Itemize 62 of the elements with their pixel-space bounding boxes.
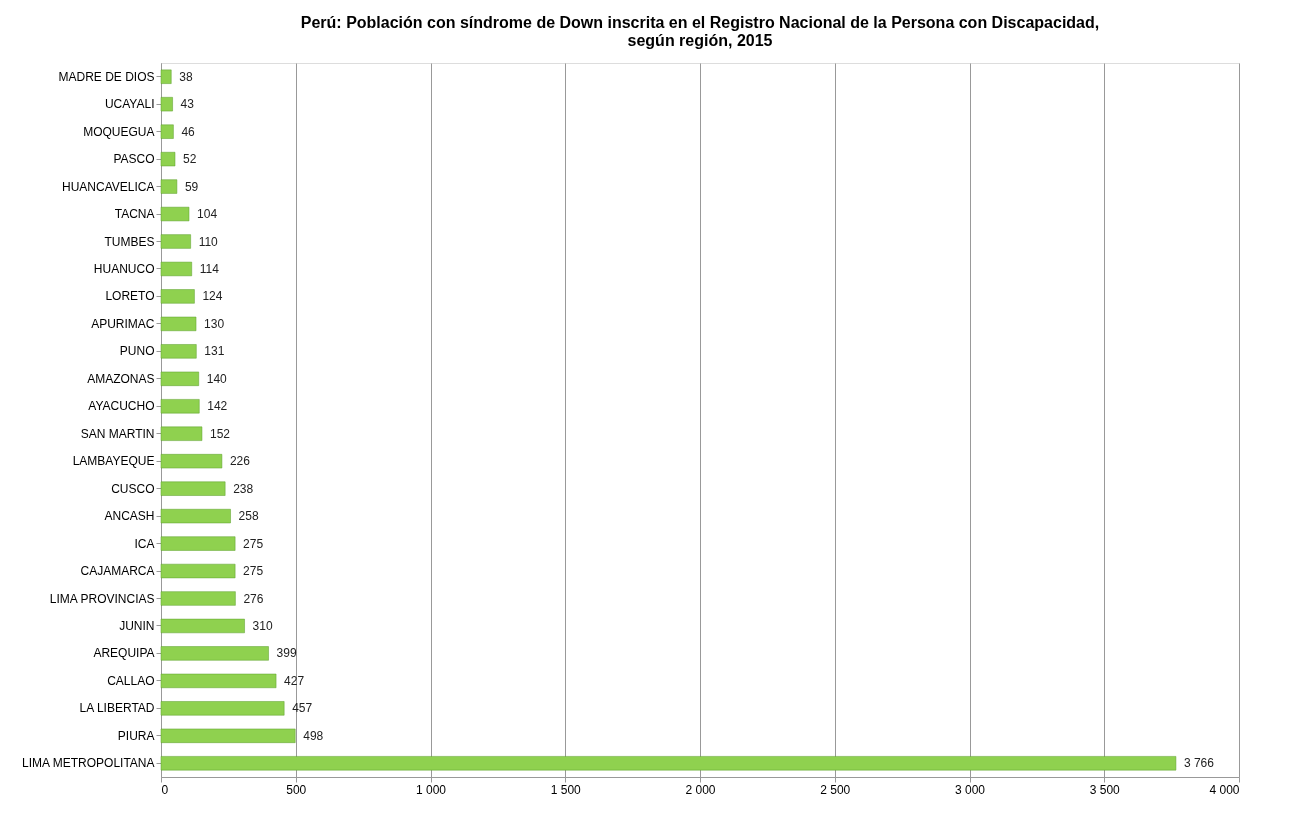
y-tick-label: APURIMAC [91, 316, 155, 331]
data-label: 124 [202, 289, 223, 304]
y-tick-label: AYACUCHO [88, 399, 155, 414]
data-label: 427 [284, 673, 305, 688]
data-label: 114 [199, 261, 220, 276]
data-label: 152 [209, 426, 231, 441]
data-label: 110 [198, 234, 219, 249]
x-tick-label: 3 000 [954, 782, 986, 797]
x-tick-label: 1 000 [415, 782, 447, 797]
data-label: 275 [243, 564, 264, 579]
y-tick-label: HUANUCO [93, 261, 155, 276]
y-tick-label: SAN MARTIN [80, 426, 155, 441]
data-label: 46 [181, 124, 196, 139]
x-tick-label: 2 500 [820, 782, 851, 797]
data-label: 130 [204, 316, 225, 331]
y-tick-label: PUNO [119, 344, 155, 359]
y-tick-label: LAMBAYEQUE [72, 454, 155, 469]
x-tick-label: 2 000 [685, 782, 716, 797]
data-label: 238 [233, 481, 254, 496]
data-label: 140 [206, 371, 228, 386]
y-tick-label: CUSCO [111, 481, 155, 496]
data-label: 276 [243, 591, 264, 606]
y-tick-label: CAJAMARCA [80, 564, 155, 579]
data-label: 310 [252, 618, 273, 633]
x-tick-label: 3 500 [1089, 782, 1121, 797]
y-tick-label: PIURA [117, 728, 155, 743]
y-tick-label: AMAZONAS [87, 371, 155, 386]
y-tick-label: LA LIBERTAD [79, 701, 155, 716]
y-tick-label: ANCASH [104, 509, 155, 524]
data-label: 226 [229, 454, 251, 469]
data-label: 43 [180, 97, 195, 112]
y-tick-label: AREQUIPA [93, 646, 155, 661]
data-label: 59 [184, 179, 199, 194]
y-tick-label: ICA [134, 536, 155, 551]
data-label: 104 [197, 207, 218, 222]
data-label: 38 [179, 69, 193, 84]
x-tick-label: 1 500 [550, 782, 582, 797]
data-label: 52 [183, 152, 197, 167]
data-label: 3 766 [1183, 756, 1215, 771]
y-tick-label: TACNA [114, 207, 155, 222]
data-label: 399 [276, 646, 297, 661]
y-tick-label: MADRE DE DIOS [58, 69, 155, 84]
x-tick-label: 500 [286, 782, 307, 797]
y-tick-label: LIMA PROVINCIAS [49, 591, 155, 606]
y-tick-label: JUNIN [119, 618, 155, 633]
y-tick-label: HUANCAVELICA [62, 179, 155, 194]
y-tick-label: UCAYALI [104, 97, 155, 112]
x-tick-label: 4 000 [1209, 782, 1240, 797]
data-label: 258 [238, 509, 259, 524]
y-tick-label: CALLAO [107, 673, 155, 688]
data-label: 131 [204, 344, 225, 359]
x-tick-label: 0 [161, 782, 169, 797]
data-label: 457 [292, 701, 313, 716]
chart-title: Perú: Población con síndrome de Down inscrita en el Registro Nacional de la Persona con Discapacidad, según región, 2015 [300, 14, 1100, 49]
y-tick-label: PASCO [113, 152, 155, 167]
data-label: 142 [207, 399, 228, 414]
y-tick-label: TUMBES [104, 234, 155, 249]
data-label: 498 [303, 728, 324, 743]
y-tick-label: MOQUEGUA [83, 124, 155, 139]
data-label: 275 [243, 536, 264, 551]
y-tick-label: LIMA METROPOLITANA [22, 756, 155, 771]
y-tick-label: LORETO [105, 289, 155, 304]
